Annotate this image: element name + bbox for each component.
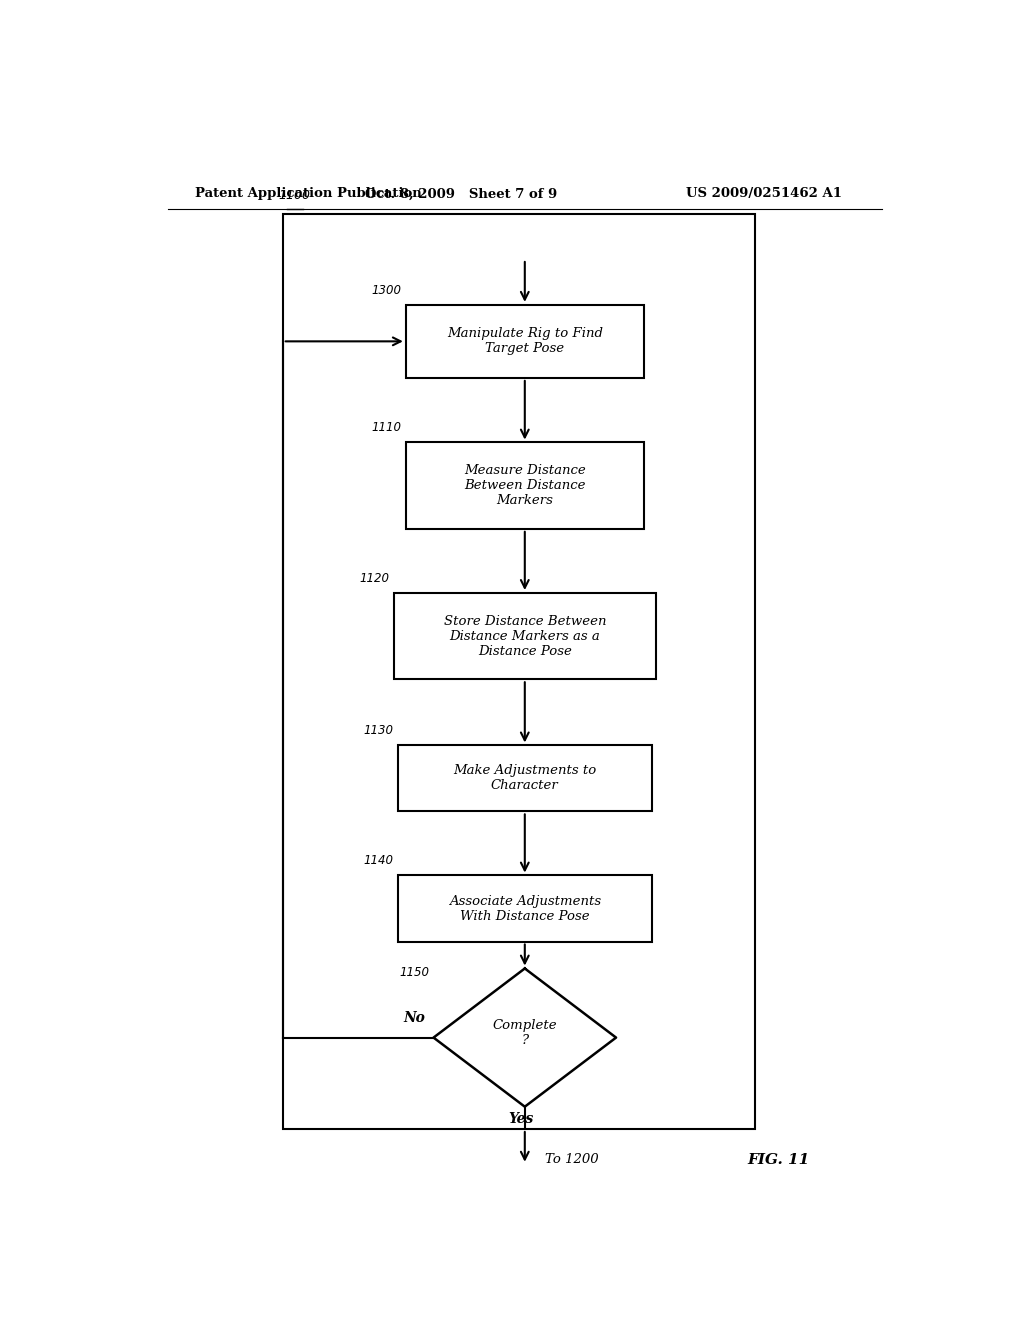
Bar <box>394 593 655 680</box>
Text: Store Distance Between
Distance Markers as a
Distance Pose: Store Distance Between Distance Markers … <box>443 615 606 657</box>
Text: US 2009/0251462 A1: US 2009/0251462 A1 <box>686 187 842 201</box>
Text: To 1200: To 1200 <box>545 1154 598 1166</box>
Text: Measure Distance
Between Distance
Markers: Measure Distance Between Distance Marker… <box>464 465 586 507</box>
Text: 1130: 1130 <box>364 725 394 738</box>
Text: 1140: 1140 <box>364 854 394 867</box>
Text: Complete
?: Complete ? <box>493 1019 557 1047</box>
Text: Yes: Yes <box>508 1111 534 1126</box>
Text: 1300: 1300 <box>372 284 401 297</box>
Text: No: No <box>403 1011 426 1026</box>
Text: Associate Adjustments
With Distance Pose: Associate Adjustments With Distance Pose <box>449 895 601 923</box>
Text: Patent Application Publication: Patent Application Publication <box>196 187 422 201</box>
Bar <box>283 214 755 1129</box>
Text: 1110: 1110 <box>372 421 401 434</box>
Polygon shape <box>433 969 616 1106</box>
Text: Manipulate Rig to Find
Target Pose: Manipulate Rig to Find Target Pose <box>446 327 603 355</box>
Text: FIG. 11: FIG. 11 <box>748 1152 809 1167</box>
Bar <box>397 875 651 941</box>
Text: 1150: 1150 <box>399 966 430 978</box>
Text: 1100: 1100 <box>279 189 311 202</box>
Bar <box>406 442 644 529</box>
Text: Make Adjustments to
Character: Make Adjustments to Character <box>454 764 596 792</box>
Bar <box>406 305 644 378</box>
Bar <box>397 746 651 812</box>
Text: 1120: 1120 <box>359 572 390 585</box>
Text: Oct. 8, 2009   Sheet 7 of 9: Oct. 8, 2009 Sheet 7 of 9 <box>366 187 557 201</box>
